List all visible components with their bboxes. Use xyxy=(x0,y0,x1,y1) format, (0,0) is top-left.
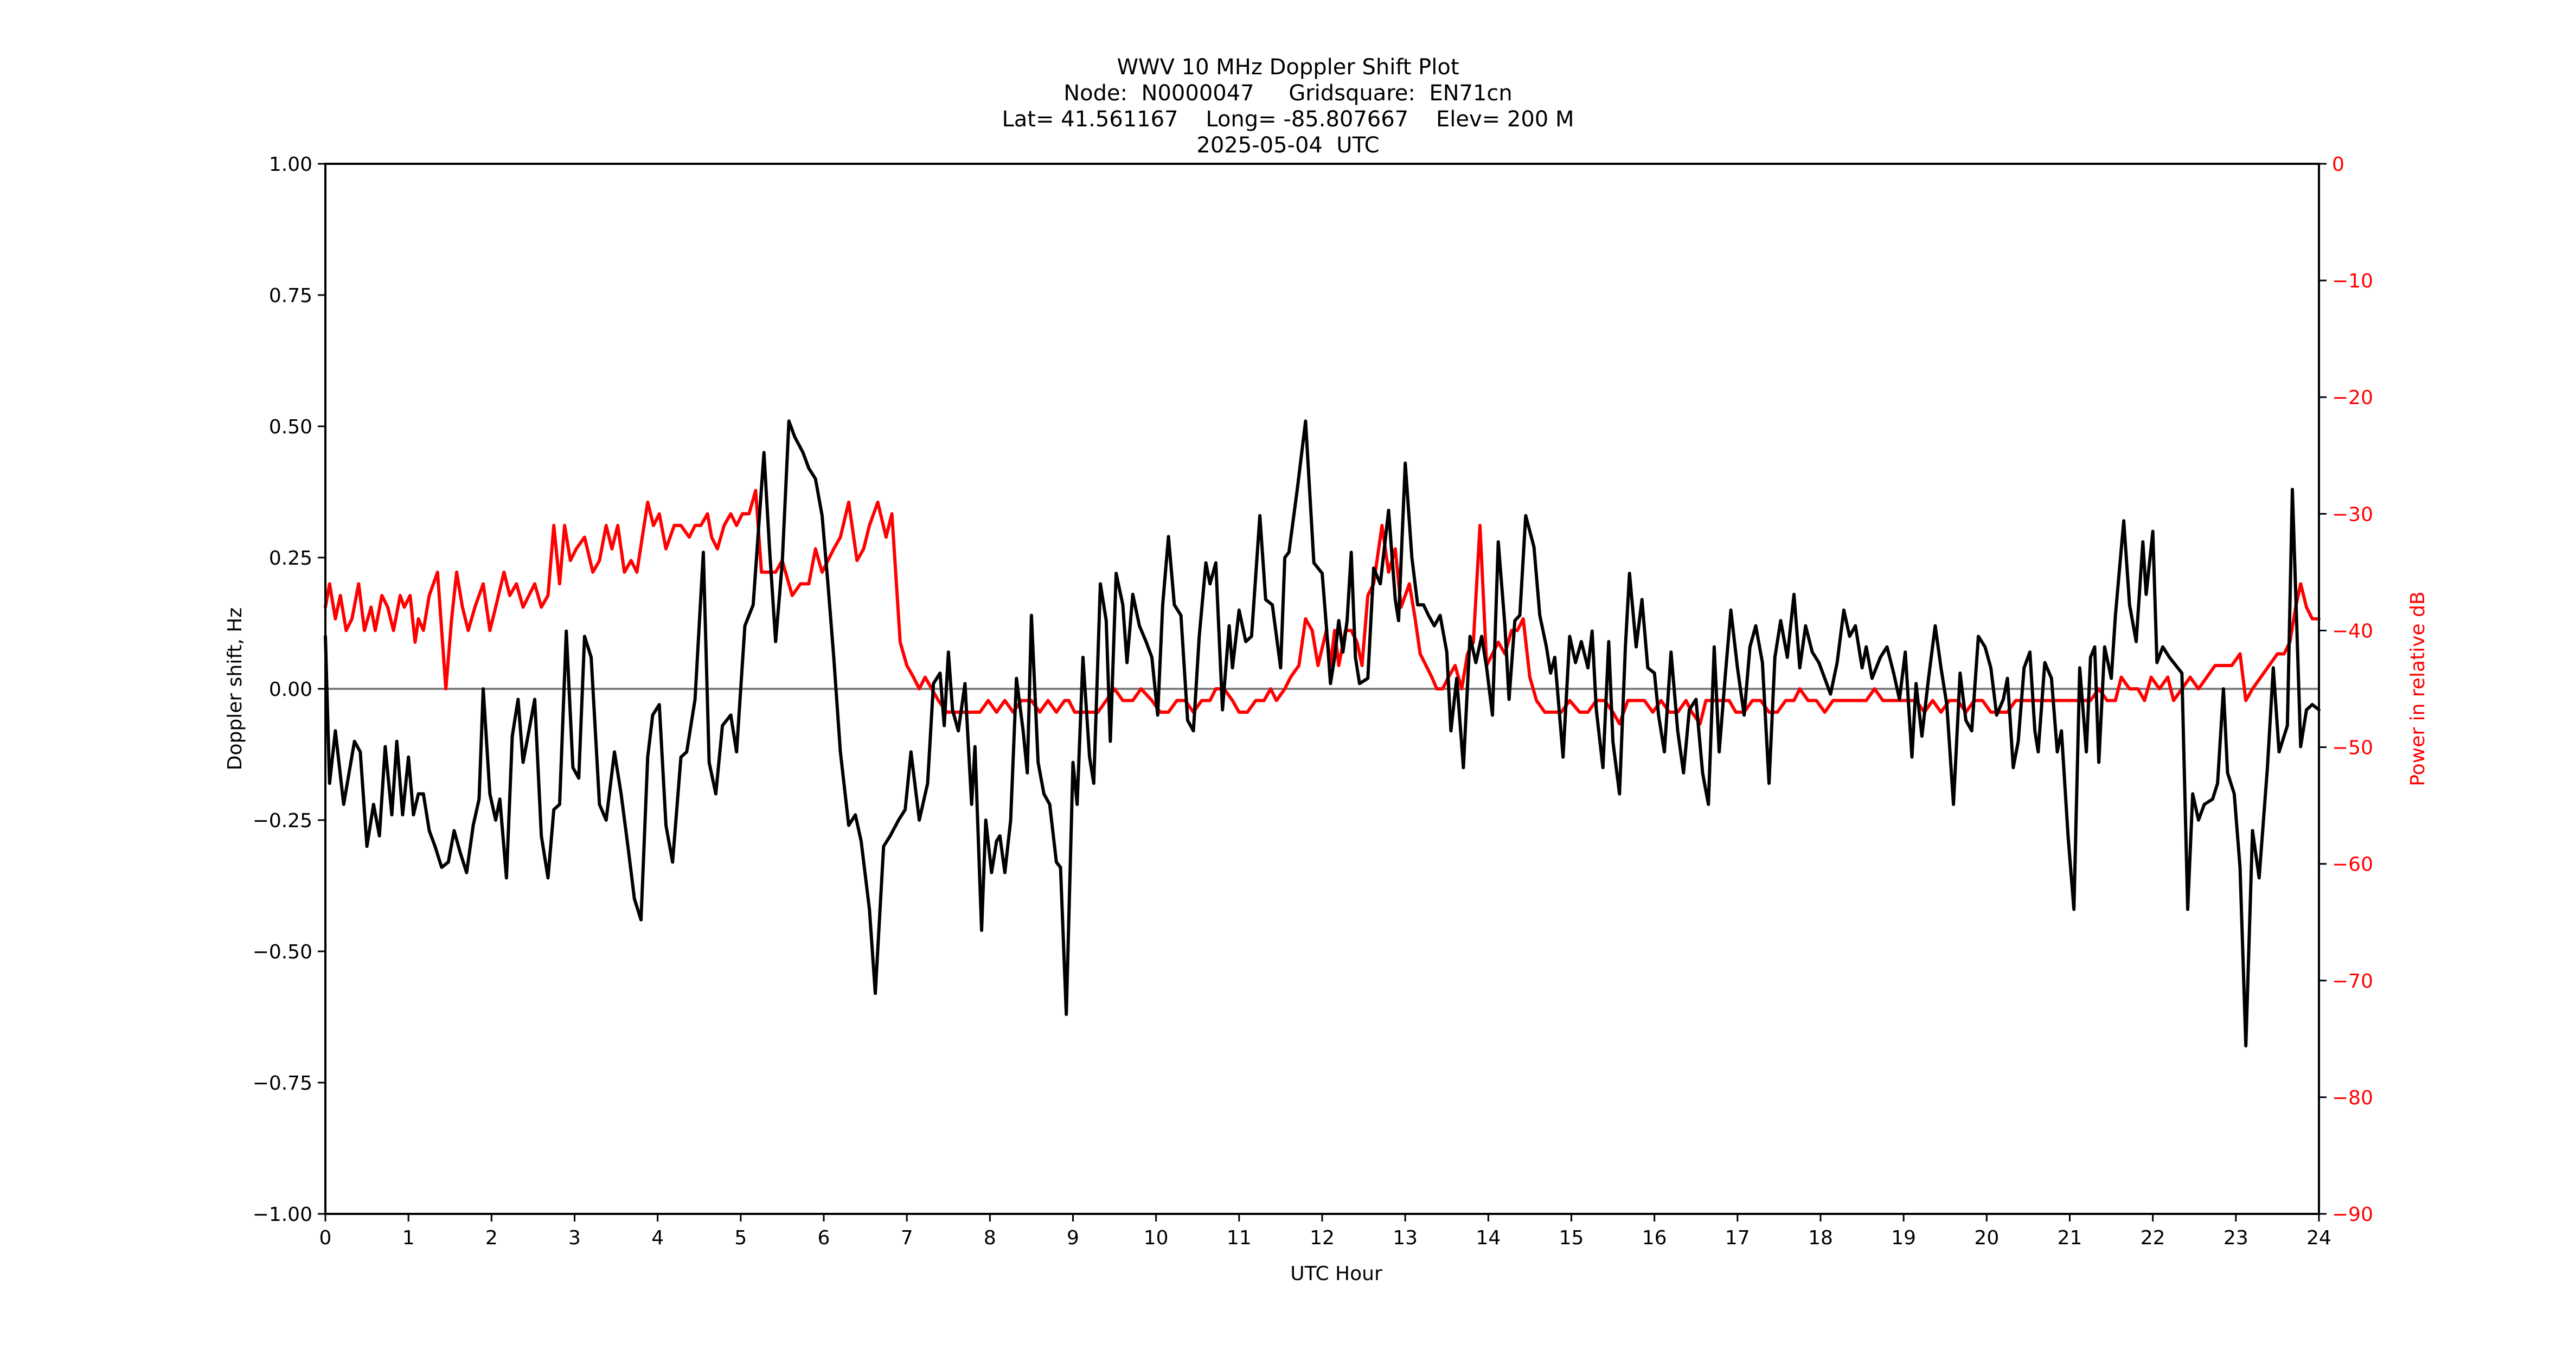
x-tick-label: 6 xyxy=(818,1227,830,1249)
left-y-tick-label: 0.00 xyxy=(269,679,312,701)
left-y-tick-label: 0.25 xyxy=(269,547,312,570)
left-y-tick-label: 0.50 xyxy=(269,416,312,438)
left-y-tick-label: 0.75 xyxy=(269,285,312,307)
x-tick-label: 7 xyxy=(901,1227,913,1249)
x-tick-label: 16 xyxy=(1642,1227,1667,1249)
x-tick-label: 18 xyxy=(1808,1227,1833,1249)
right-y-tick-label: −50 xyxy=(2332,737,2373,759)
x-tick-label: 13 xyxy=(1393,1227,1418,1249)
right-y-tick-label: −80 xyxy=(2332,1087,2373,1109)
x-tick-label: 9 xyxy=(1067,1227,1079,1249)
x-tick-label: 24 xyxy=(2306,1227,2331,1249)
x-tick-label: 14 xyxy=(1476,1227,1501,1249)
left-y-tick-label: −1.00 xyxy=(253,1204,312,1226)
left-y-tick-label: −0.75 xyxy=(253,1072,312,1095)
right-y-tick-label: −40 xyxy=(2332,620,2373,642)
x-axis-label: UTC Hour xyxy=(1290,1263,1382,1285)
x-tick-label: 21 xyxy=(2058,1227,2082,1249)
left-y-axis-ticks: 1.00 0.75 0.50 0.25 0.00 −0.25 −0.50 −0.75 −1.00 xyxy=(253,153,325,1226)
x-tick-label: 5 xyxy=(734,1227,747,1249)
title-line-3: Lat= 41.561167 Long= -85.807667 Elev= 20… xyxy=(1002,107,1574,132)
x-tick-label: 17 xyxy=(1725,1227,1750,1249)
title-line-4: 2025-05-04 UTC xyxy=(1196,133,1380,158)
x-tick-label: 19 xyxy=(1891,1227,1916,1249)
right-y-tick-label: −30 xyxy=(2332,503,2373,526)
right-y-tick-label: −70 xyxy=(2332,970,2373,993)
x-tick-label: 11 xyxy=(1227,1227,1252,1249)
right-y-tick-label: 0 xyxy=(2332,153,2344,176)
left-y-tick-label: −0.25 xyxy=(253,810,312,832)
x-tick-label: 2 xyxy=(485,1227,498,1249)
x-tick-label: 4 xyxy=(651,1227,664,1249)
right-y-tick-label: −20 xyxy=(2332,387,2373,409)
right-y-tick-label: −10 xyxy=(2332,270,2373,292)
x-tick-label: 8 xyxy=(984,1227,996,1249)
doppler-series-line xyxy=(324,419,2321,1048)
x-tick-label: 0 xyxy=(319,1227,332,1249)
title-line-2: Node: N0000047 Gridsquare: EN71cn xyxy=(1063,81,1513,106)
x-tick-label: 10 xyxy=(1144,1227,1169,1249)
left-y-tick-label: 1.00 xyxy=(269,153,312,176)
right-y-tick-label: −90 xyxy=(2332,1204,2373,1226)
left-y-axis-label: Doppler shift, Hz xyxy=(224,607,246,770)
x-tick-label: 3 xyxy=(568,1227,581,1249)
right-y-axis-ticks: 0 −10 −20 −30 −40 −50 −60 −70 −80 −90 xyxy=(2319,153,2373,1226)
left-y-tick-label: −0.50 xyxy=(253,941,312,963)
chart-title: WWV 10 MHz Doppler Shift Plot Node: N000… xyxy=(0,54,2576,158)
x-tick-label: 12 xyxy=(1310,1227,1335,1249)
x-axis-ticks: 0 1 2 3 4 5 6 7 8 9 10 11 12 13 14 15 16 17 18 19 20 21 22 23 24 xyxy=(319,1214,2331,1249)
x-tick-label: 20 xyxy=(1974,1227,1999,1249)
x-tick-label: 22 xyxy=(2141,1227,2165,1249)
title-line-1: WWV 10 MHz Doppler Shift Plot xyxy=(1117,55,1459,80)
x-tick-label: 1 xyxy=(402,1227,415,1249)
x-tick-label: 23 xyxy=(2223,1227,2248,1249)
x-tick-label: 15 xyxy=(1559,1227,1584,1249)
right-y-tick-label: −60 xyxy=(2332,854,2373,876)
right-y-axis-label: Power in relative dB xyxy=(2407,591,2429,786)
